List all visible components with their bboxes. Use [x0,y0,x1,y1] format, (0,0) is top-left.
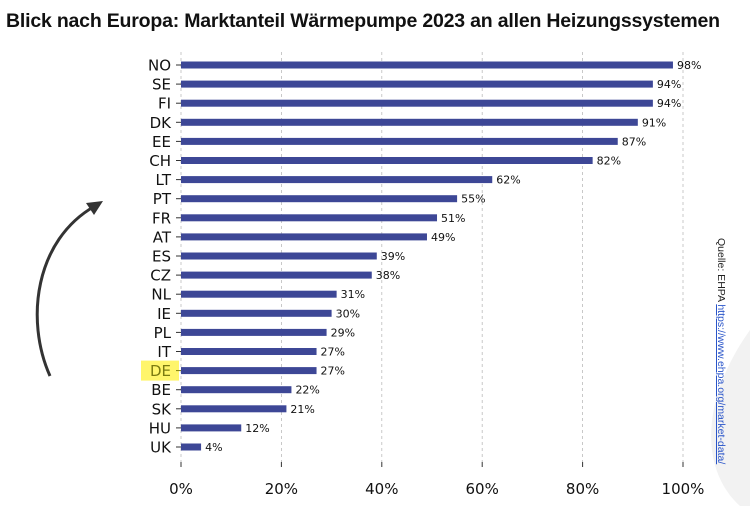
upward-arrow [35,201,103,377]
y-tick-label: LT [156,171,172,189]
y-tick-label: AT [153,228,172,246]
bar-at [181,233,427,241]
source-link[interactable]: https://www.ehpa.org/market-data/ [715,304,727,465]
y-tick-label: PL [154,324,172,342]
chart-title: Blick nach Europa: Marktanteil Wärmepump… [6,10,720,32]
y-tick-label: SK [152,400,173,418]
data-label: 4% [205,441,222,454]
y-tick-label: FI [158,95,171,113]
x-tick-label: 40% [365,480,398,498]
bar-uk [181,443,202,451]
bar-ie [181,309,332,317]
y-tick-label: FR [152,209,171,227]
data-label: 30% [336,307,360,320]
data-label: 29% [331,326,355,339]
x-tick-label: 80% [566,480,599,498]
y-tick-label: SE [152,76,171,94]
data-label: 87% [622,135,646,148]
y-tick-label: IT [157,343,171,361]
background-swoosh [711,330,750,506]
data-label: 94% [657,97,681,110]
bar-ch [181,157,593,164]
bar-hu [181,424,242,432]
y-tick-label: ES [152,248,171,266]
data-label: 31% [341,288,365,301]
bar-de [181,367,317,375]
data-label: 55% [461,193,485,206]
data-label: 21% [290,403,314,416]
data-label: 91% [642,116,666,129]
bar-pt [181,195,458,203]
y-tick-label: HU [149,419,171,437]
y-tick-label: DE [150,362,171,380]
x-tick-label: 0% [169,480,193,498]
bar-it [181,348,317,355]
bar-se [181,80,653,88]
y-tick-label: UK [150,439,172,457]
bar-pl [181,328,327,336]
y-tick-label: PT [153,190,172,208]
y-tick-label: IE [157,305,171,323]
x-tick-label: 100% [662,480,705,498]
x-tick-label: 20% [265,480,298,498]
bar-es [181,252,377,260]
y-tick-label: CZ [150,267,171,285]
bar-sk [181,405,287,413]
y-tick-label: BE [151,381,171,399]
source-note: Quelle: EHPA https://www.ehpa.org/market… [715,238,727,464]
bar-cz [181,271,372,279]
data-label: 49% [431,231,455,244]
bar-fr [181,214,438,222]
bar-fi [181,99,653,107]
arrow-head-icon [86,201,103,215]
data-label: 22% [295,384,319,397]
data-label: 51% [441,212,465,225]
highlight-marker [141,360,179,381]
data-label: 27% [321,365,345,378]
bar-dk [181,118,638,126]
data-label: 38% [376,269,400,282]
bar-lt [181,176,493,184]
y-tick-label: NO [148,57,171,75]
data-label: 39% [381,250,405,263]
data-label: 12% [245,422,269,435]
y-tick-label: NL [151,286,171,304]
bar-no [181,61,673,69]
y-tick-label: CH [149,152,171,170]
data-label: 82% [597,155,621,168]
bar-be [181,386,292,394]
bar-nl [181,290,337,298]
data-label: 27% [321,346,345,359]
source-label: Quelle: EHPA [715,238,727,302]
data-label: 62% [496,174,520,187]
x-tick-label: 60% [466,480,499,498]
bar-ee [181,137,618,145]
data-label: 98% [677,59,701,72]
y-tick-label: EE [152,133,171,151]
y-tick-label: DK [150,114,173,132]
data-label: 94% [657,78,681,91]
